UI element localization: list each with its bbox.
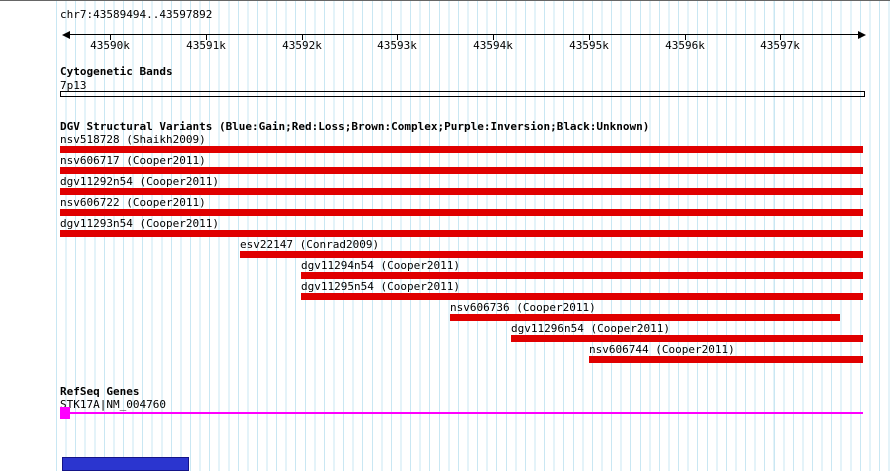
gene-transcript-line[interactable] xyxy=(60,412,863,414)
ruler-tick xyxy=(493,34,494,40)
ruler-right-arrow-icon xyxy=(858,31,866,39)
variant-label: nsv606744 (Cooper2011) xyxy=(589,343,735,356)
ruler-tick-label: 43591k xyxy=(186,39,226,52)
ruler-tick xyxy=(780,34,781,40)
variant-label: dgv11295n54 (Cooper2011) xyxy=(301,280,460,293)
ruler-tick xyxy=(206,34,207,40)
variant-label: esv22147 (Conrad2009) xyxy=(240,238,380,251)
variant-label: nsv606736 (Cooper2011) xyxy=(450,301,596,314)
variant-bar[interactable] xyxy=(60,146,863,153)
variant-bar[interactable] xyxy=(60,188,863,195)
cytoband-name-label: 7p13 xyxy=(60,79,87,92)
ruler-tick-label: 43592k xyxy=(282,39,322,52)
ruler-tick-label: 43594k xyxy=(473,39,513,52)
variant-label: dgv11296n54 (Cooper2011) xyxy=(511,322,670,335)
variant-bar[interactable] xyxy=(589,356,863,363)
ruler-tick xyxy=(110,34,111,40)
variant-bar[interactable] xyxy=(511,335,863,342)
ruler-tick xyxy=(589,34,590,40)
ruler-line xyxy=(64,34,864,35)
ruler-tick-label: 43590k xyxy=(90,39,130,52)
refseq-track-title: RefSeq Genes xyxy=(60,385,140,398)
gene-exon-box[interactable] xyxy=(60,407,70,419)
variant-bar[interactable] xyxy=(450,314,840,321)
variant-label: nsv518728 (Shaikh2009) xyxy=(60,133,206,146)
gene-name-label: STK17A|NM_004760 xyxy=(60,398,166,411)
ruler-tick xyxy=(397,34,398,40)
cytoband-ideogram-bar xyxy=(60,91,865,97)
variant-label: nsv606722 (Cooper2011) xyxy=(60,196,206,209)
variant-label: nsv606717 (Cooper2011) xyxy=(60,154,206,167)
variant-label: dgv11292n54 (Cooper2011) xyxy=(60,175,219,188)
ruler-tick-label: 43596k xyxy=(665,39,705,52)
ruler-left-arrow-icon xyxy=(62,31,70,39)
variant-label: dgv11293n54 (Cooper2011) xyxy=(60,217,219,230)
variant-bar[interactable] xyxy=(60,230,863,237)
variant-label: dgv11294n54 (Cooper2011) xyxy=(301,259,460,272)
overview-scrollbar-thumb[interactable] xyxy=(62,457,189,471)
dgv-track-title: DGV Structural Variants (Blue:Gain;Red:L… xyxy=(60,120,650,133)
ruler-tick xyxy=(685,34,686,40)
ruler-tick xyxy=(302,34,303,40)
variant-bar[interactable] xyxy=(240,251,863,258)
cytobands-track-title: Cytogenetic Bands xyxy=(60,65,173,78)
ruler-tick-label: 43597k xyxy=(760,39,800,52)
variant-bar[interactable] xyxy=(301,293,863,300)
ruler-tick-label: 43593k xyxy=(377,39,417,52)
region-coordinates-label: chr7:43589494..43597892 xyxy=(60,8,213,21)
variant-bar[interactable] xyxy=(60,167,863,174)
variant-bar[interactable] xyxy=(60,209,863,216)
ruler-tick-label: 43595k xyxy=(569,39,609,52)
variant-bar[interactable] xyxy=(301,272,863,279)
